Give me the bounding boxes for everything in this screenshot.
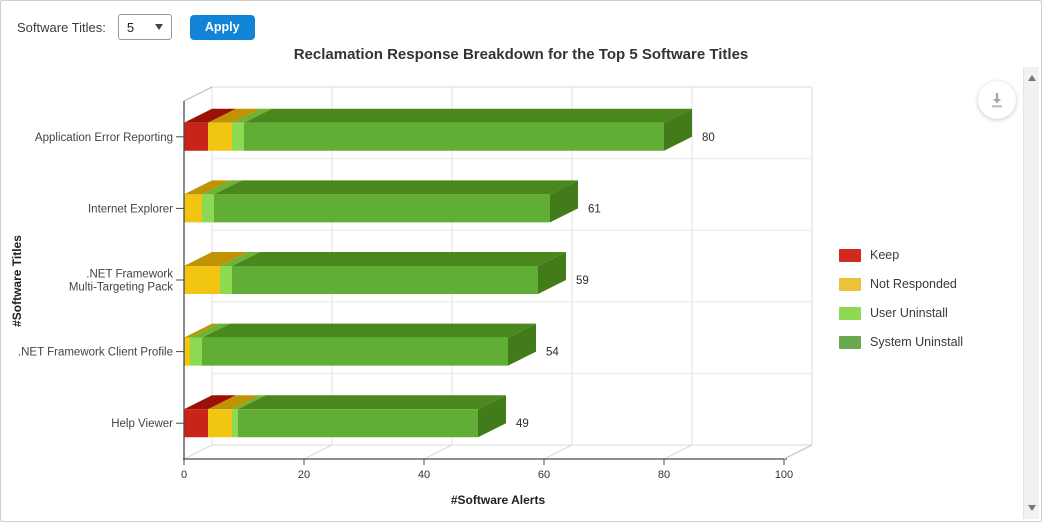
bar-segment[interactable] — [232, 122, 244, 151]
vertical-scrollbar[interactable] — [1023, 67, 1039, 519]
x-tick-label: 20 — [298, 469, 310, 481]
download-icon — [992, 93, 1002, 108]
bar-segment-top[interactable] — [214, 180, 578, 195]
scroll-down-icon[interactable] — [1028, 505, 1036, 511]
x-tick-label: 0 — [181, 469, 187, 481]
chart-legend: Keep Not Responded User Uninstall System Un… — [839, 248, 963, 364]
bar-segment[interactable] — [202, 337, 508, 366]
legend-label: User Uninstall — [870, 306, 948, 320]
legend-label: Keep — [870, 248, 900, 262]
floor-diagonal — [663, 444, 693, 460]
bar-segment[interactable] — [220, 266, 232, 294]
x-tick-label: 40 — [418, 469, 430, 481]
bar-segment-top[interactable] — [202, 323, 536, 338]
floor-diagonal — [183, 444, 213, 460]
floor-diagonal — [423, 444, 453, 460]
bar-segment-end[interactable] — [478, 395, 506, 438]
bar-segment-top[interactable] — [202, 180, 242, 195]
apply-button[interactable]: Apply — [189, 14, 255, 40]
bar-value-label: 80 — [702, 132, 715, 144]
legend-swatch — [839, 306, 861, 320]
bar-segment[interactable] — [184, 194, 202, 223]
bar-segment-top[interactable] — [220, 252, 260, 266]
download-button[interactable] — [978, 81, 1016, 119]
bar-segment[interactable] — [208, 122, 232, 151]
controls-bar: Software Titles: 5 Apply — [17, 13, 255, 41]
bar-segment[interactable] — [232, 266, 538, 294]
bar-segment-top[interactable] — [238, 395, 506, 410]
bar-segment[interactable] — [184, 266, 220, 294]
bar-segment-top[interactable] — [184, 323, 218, 338]
bar-value-label: 59 — [576, 275, 589, 287]
axis-depth-edge — [183, 86, 213, 102]
bar-segment-top[interactable] — [184, 395, 236, 410]
legend-swatch — [839, 248, 861, 262]
x-tick-label: 80 — [658, 469, 670, 481]
category-label: Multi-Targeting Pack — [69, 282, 173, 294]
legend-item[interactable]: Keep — [839, 248, 963, 262]
x-axis-title: #Software Alerts — [451, 493, 546, 507]
bar-segment-top[interactable] — [244, 108, 692, 123]
bar-segment-top[interactable] — [184, 180, 230, 195]
bar-segment-top[interactable] — [190, 323, 230, 338]
category-label: Internet Explorer — [88, 203, 173, 215]
software-titles-label: Software Titles: — [17, 19, 106, 35]
category-label: .NET Framework — [86, 269, 173, 281]
chart-title: Reclamation Response Breakdown for the T… — [293, 46, 749, 63]
bar-segment-end[interactable] — [538, 252, 566, 294]
legend-item[interactable]: User Uninstall — [839, 306, 963, 320]
scroll-up-icon[interactable] — [1028, 75, 1036, 81]
bar-segment[interactable] — [190, 337, 202, 366]
bar-segment[interactable] — [214, 194, 550, 223]
bar-segment-top[interactable] — [232, 252, 566, 266]
legend-swatch — [839, 277, 861, 291]
software-titles-select[interactable]: 5 — [117, 14, 172, 40]
floor-diagonal — [543, 444, 573, 460]
legend-swatch — [839, 335, 861, 349]
legend-label: System Uninstall — [870, 335, 964, 349]
bar-value-label: 49 — [516, 418, 529, 430]
bar-segment[interactable] — [232, 409, 238, 438]
floor-diagonal — [303, 444, 333, 460]
bar-segment-end[interactable] — [550, 180, 578, 223]
bar-segment-end[interactable] — [508, 323, 536, 366]
bar-segment-end[interactable] — [664, 108, 692, 151]
category-label: Application Error Reporting — [35, 132, 173, 144]
x-tick-label: 100 — [775, 469, 793, 481]
bar-value-label: 61 — [588, 203, 601, 215]
legend-item[interactable]: System Uninstall — [839, 335, 963, 349]
bar-segment-top[interactable] — [208, 395, 260, 410]
category-label: Help Viewer — [111, 418, 173, 430]
bar-segment[interactable] — [238, 409, 478, 438]
baseline-depth-edge — [783, 444, 813, 460]
software-titles-selected-value: 5 — [126, 19, 135, 35]
bar-segment[interactable] — [208, 409, 232, 438]
bar-segment-top[interactable] — [184, 108, 236, 123]
bar-segment-top[interactable] — [184, 252, 248, 266]
bar-segment[interactable] — [184, 122, 208, 151]
category-label: .NET Framework Client Profile — [18, 347, 173, 359]
bar-segment-top[interactable] — [232, 395, 266, 410]
x-tick-label: 60 — [538, 469, 550, 481]
y-axis-title: #Software Titles — [10, 235, 24, 327]
legend-label: Not Responded — [870, 277, 957, 291]
legend-item[interactable]: Not Responded — [839, 277, 963, 291]
bar-segment[interactable] — [184, 337, 190, 366]
bar-segment[interactable] — [184, 409, 208, 438]
bar-segment[interactable] — [202, 194, 214, 223]
bar-value-label: 54 — [546, 347, 559, 359]
bar-segment-top[interactable] — [232, 108, 272, 123]
chevron-down-icon — [154, 24, 163, 30]
bar-segment-top[interactable] — [208, 108, 260, 123]
bar-segment[interactable] — [244, 122, 664, 151]
